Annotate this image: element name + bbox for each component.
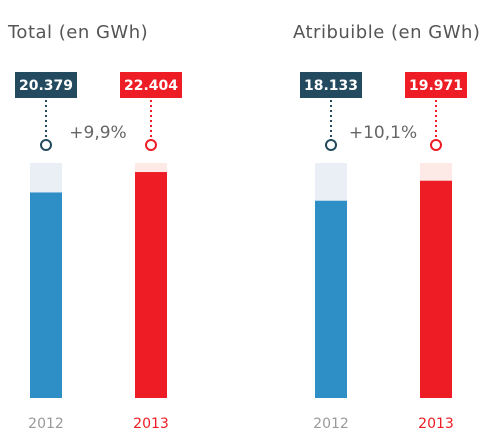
- x-tick-label: 2012: [313, 416, 349, 432]
- change-annotation: +9,9%: [69, 123, 126, 143]
- chart-title: Total (en GWh): [7, 22, 148, 43]
- value-label-box: [15, 72, 77, 98]
- x-tick-label: 2012: [28, 416, 64, 432]
- bar: [420, 180, 452, 398]
- connector-dot: [40, 139, 52, 151]
- bar: [315, 200, 347, 398]
- x-tick-label: 2013: [133, 416, 169, 432]
- connector-dot: [145, 139, 157, 151]
- value-label: 19.971: [409, 78, 463, 94]
- connector-dot: [430, 139, 442, 151]
- x-tick-label: 2013: [418, 416, 454, 432]
- value-label: 22.404: [124, 78, 178, 94]
- bar: [30, 192, 62, 398]
- value-label-box: [300, 72, 362, 98]
- connector-dot: [325, 139, 337, 151]
- value-label: 18.133: [304, 78, 358, 94]
- bar: [135, 172, 167, 398]
- change-annotation: +10,1%: [349, 123, 417, 143]
- value-label-box: [405, 72, 467, 98]
- value-label: 20.379: [19, 78, 73, 94]
- value-label-box: [120, 72, 182, 98]
- chart-title: Atribuible (en GWh): [293, 22, 480, 43]
